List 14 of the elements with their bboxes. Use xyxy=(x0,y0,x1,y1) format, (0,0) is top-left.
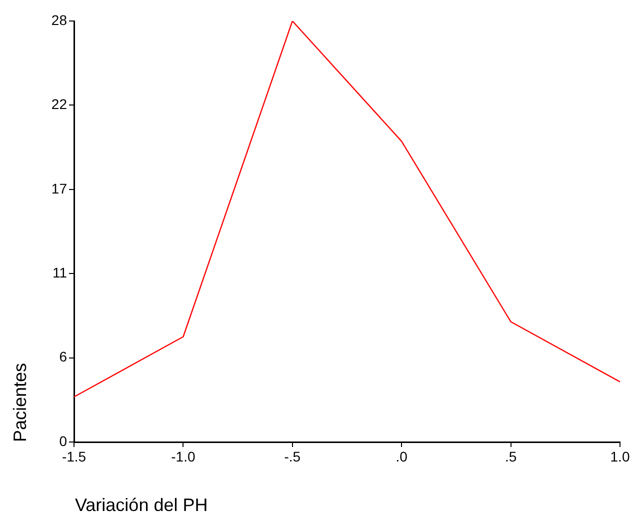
y-tick-label: 17 xyxy=(51,180,68,196)
x-tick-label: -1.0 xyxy=(171,448,196,464)
y-axis-title: Pacientes xyxy=(10,362,31,442)
y-tick-label: 28 xyxy=(51,12,68,28)
y-tick-label: 11 xyxy=(52,264,68,280)
x-tick-label: -.5 xyxy=(284,448,301,464)
y-tick-label: 0 xyxy=(59,432,68,449)
y-tick-label: 6 xyxy=(59,348,68,365)
y-tick-label: 22 xyxy=(51,96,68,112)
x-tick-label: .0 xyxy=(396,448,408,464)
x-tick-label: .5 xyxy=(504,448,517,464)
x-tick-label: -1.5 xyxy=(62,448,86,464)
x-tick-label: 1.0 xyxy=(610,448,630,464)
x-axis-title: Variación del PH xyxy=(75,495,208,514)
